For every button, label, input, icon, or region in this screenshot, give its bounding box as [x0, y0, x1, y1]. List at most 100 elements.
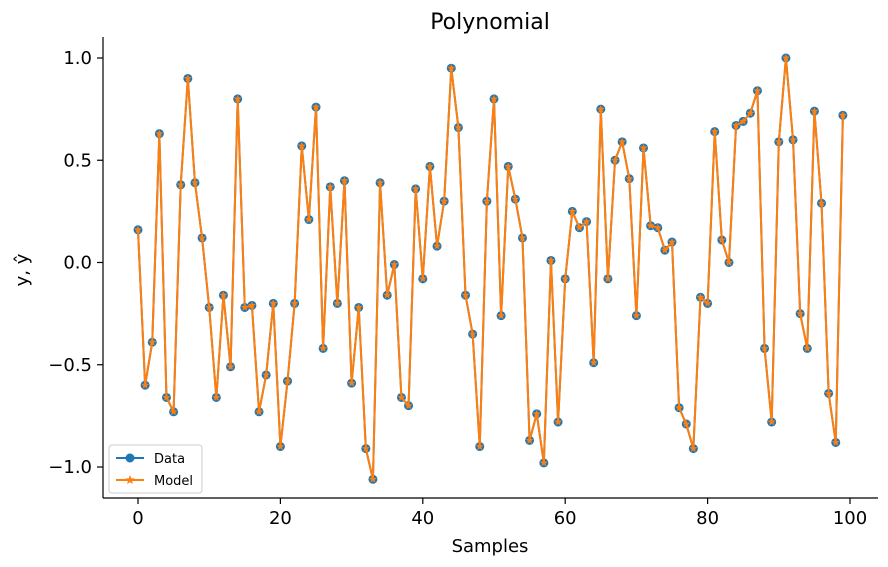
- legend-model-label: Model: [154, 474, 193, 489]
- model-point: [760, 344, 769, 352]
- model-point: [340, 176, 349, 185]
- model-point: [589, 358, 598, 367]
- model-point: [689, 444, 698, 452]
- model-point: [183, 74, 192, 82]
- legend-data-marker: [125, 453, 135, 463]
- model-point: [639, 143, 648, 152]
- model-point: [411, 184, 420, 193]
- model-point: [326, 182, 335, 191]
- model-point: [539, 458, 548, 467]
- model-point: [461, 291, 470, 299]
- model-point: [141, 381, 150, 389]
- chart-title: Polynomial: [430, 10, 550, 35]
- model-point: [169, 407, 178, 416]
- model-point: [753, 86, 762, 95]
- model-point: [404, 401, 413, 410]
- model-point: [383, 291, 392, 299]
- model-point: [425, 162, 434, 170]
- model-point: [290, 299, 299, 307]
- model-point: [418, 274, 427, 283]
- model-point: [717, 235, 726, 244]
- model-point: [134, 225, 142, 234]
- model-point: [283, 376, 292, 385]
- model-point: [490, 94, 498, 103]
- model-point: [148, 338, 157, 346]
- model-point: [368, 475, 377, 483]
- model-point: [262, 370, 271, 379]
- model-point: [724, 258, 733, 266]
- x-tick-label: 0: [132, 508, 143, 529]
- series-model: [134, 53, 847, 483]
- model-point: [838, 111, 847, 119]
- model-point: [767, 417, 776, 426]
- model-point: [468, 329, 477, 338]
- model-point: [219, 291, 228, 299]
- model-point: [646, 221, 655, 230]
- plot-area: [133, 53, 848, 484]
- model-point: [312, 102, 320, 111]
- model-point: [675, 403, 684, 412]
- model-point: [447, 64, 456, 72]
- model-point: [233, 94, 242, 103]
- model-point: [554, 417, 563, 426]
- model-point: [162, 393, 171, 401]
- model-point: [247, 301, 256, 309]
- model-point: [497, 311, 506, 320]
- model-point: [226, 362, 235, 371]
- model-point: [532, 409, 541, 418]
- x-tick-label: 100: [833, 508, 867, 529]
- model-point: [525, 436, 534, 444]
- model-point: [354, 303, 363, 311]
- model-point: [390, 260, 399, 268]
- model-point: [810, 106, 819, 115]
- model-point: [611, 156, 620, 164]
- model-point: [668, 237, 676, 246]
- model-point: [653, 223, 662, 232]
- model-point: [582, 217, 591, 225]
- model-point: [155, 129, 164, 138]
- model-point: [703, 299, 712, 307]
- model-point: [632, 311, 641, 320]
- model-point: [561, 274, 570, 283]
- model-point: [269, 299, 278, 307]
- model-point: [568, 207, 577, 215]
- model-point: [255, 407, 264, 416]
- model-point: [205, 303, 214, 311]
- model-point: [796, 309, 805, 318]
- model-point: [575, 223, 584, 232]
- legend-data-label: Data: [154, 452, 185, 467]
- model-point: [511, 194, 520, 203]
- y-tick-label: 0.0: [63, 253, 92, 274]
- model-point: [504, 162, 513, 170]
- model-point: [696, 293, 705, 301]
- x-tick-label: 40: [411, 508, 434, 529]
- model-point: [781, 53, 790, 62]
- x-tick-label: 80: [696, 508, 719, 529]
- y-ticks: 1.0 0.5 0.0 −0.5 −1.0: [48, 48, 103, 478]
- model-point: [333, 299, 342, 307]
- model-point: [789, 135, 798, 144]
- model-point: [304, 215, 313, 223]
- legend-model-marker: [125, 475, 135, 485]
- model-point: [831, 438, 840, 446]
- model-point: [803, 344, 812, 352]
- model-point: [732, 121, 741, 129]
- x-axis-label: Samples: [452, 536, 529, 557]
- model-point: [319, 344, 328, 352]
- model-point: [376, 178, 385, 187]
- model-point: [276, 442, 285, 450]
- x-ticks: 0 20 40 60 80 100: [132, 498, 867, 529]
- model-point: [596, 104, 605, 113]
- model-point: [212, 393, 221, 401]
- model-point: [297, 141, 306, 150]
- y-tick-label: −0.5: [48, 355, 92, 376]
- model-point: [774, 137, 783, 146]
- y-axis-label: y, ŷ: [12, 253, 33, 286]
- model-point: [739, 117, 748, 125]
- model-point: [176, 180, 185, 189]
- legend: Data Model: [108, 444, 203, 494]
- series-line-model: [137, 57, 844, 481]
- y-tick-label: −1.0: [48, 457, 92, 478]
- model-point: [546, 256, 555, 264]
